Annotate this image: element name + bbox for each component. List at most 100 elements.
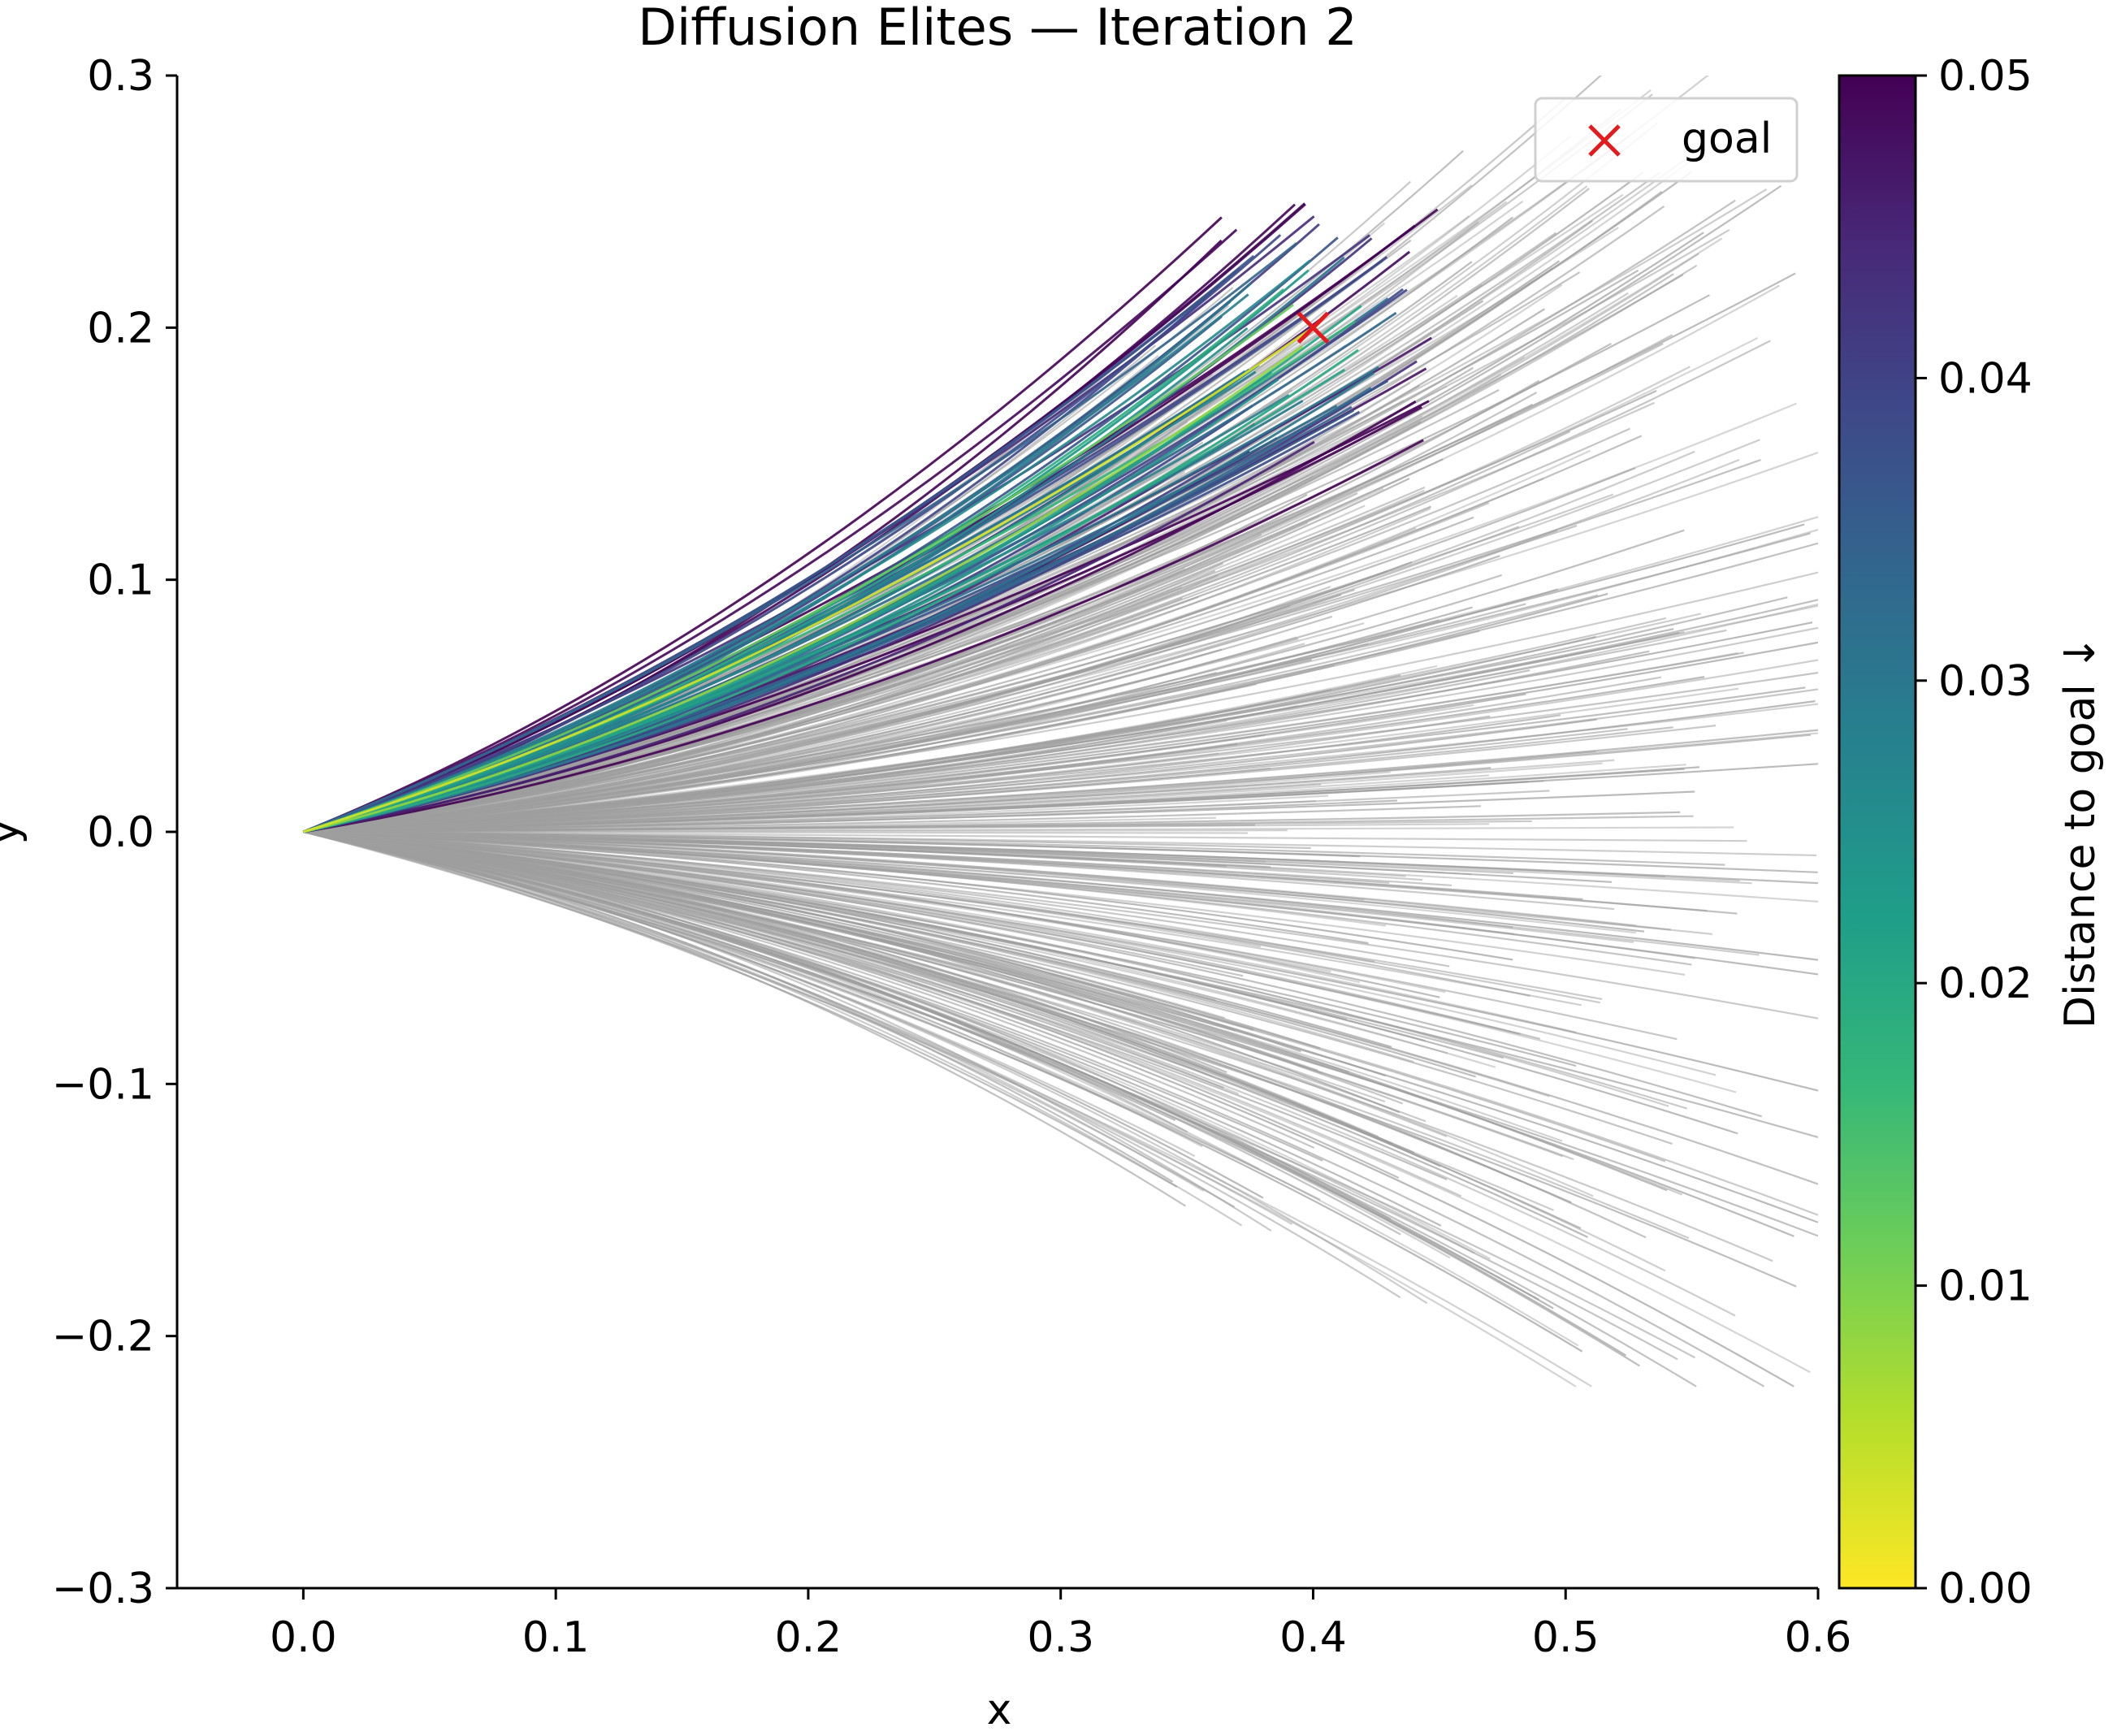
plot-area [302,76,1818,1388]
colorbar-tick-label: 0.00 [1938,1565,2033,1613]
legend-goal-marker [1588,124,1621,157]
y-tick-label: −0.1 [52,1060,154,1109]
legend: goal [1534,97,1799,183]
background-trajectory [303,830,1451,1259]
legend-goal-label: goal [1682,115,1772,163]
goal-marker [1297,311,1330,344]
background-trajectory [303,830,1249,834]
colorbar-ticks: 0.00 0.01 0.02 0.03 0.04 0.05 [1916,52,2033,1613]
background-trajectory [303,830,1390,884]
elite-trajectory [302,322,1320,833]
elite-trajectory [302,234,1282,833]
background-trajectory [303,830,1301,1053]
colorbar-gradient [1838,74,1917,1590]
colorbar-label: Distance to goal ↓ [2056,635,2105,1028]
background-trajectory [303,714,1561,833]
background-trajectory [303,284,1563,833]
background-trajectory [303,574,1503,833]
colorbar-tick-label: 0.03 [1938,657,2033,706]
elite-trajectory [303,440,1315,833]
background-trajectory [303,830,1442,1227]
background-trajectory [303,830,1708,912]
y-tick-label: −0.2 [52,1313,154,1362]
background-trajectory [303,830,1243,1227]
background-trajectory [303,763,1818,833]
elite-trajectory [302,293,1249,833]
background-trajectory [303,629,1727,833]
background-trajectory [303,830,1475,1254]
legend-goal-x-stroke-b [1588,124,1621,157]
background-trajectory [303,811,1681,833]
elite-trajectory [302,303,1294,833]
y-tick-label: −0.3 [52,1565,154,1613]
background-trajectory [303,742,1238,833]
x-tick-label: 0.4 [1279,1613,1347,1662]
background-trajectory [303,830,1205,1192]
background-trajectory [303,830,1521,1035]
y-axis-label: y [0,820,28,845]
background-trajectory [303,830,1577,1033]
background-trajectory [303,830,1414,1063]
goal-x-stroke-b [1297,311,1330,344]
background-trajectory [303,830,1472,876]
background-trajectory [303,449,1591,833]
background-trajectory [303,389,1657,833]
y-tick-label: 0.3 [87,52,154,101]
background-trajectory [303,830,1712,935]
background-trajectory [303,830,1686,976]
background-trajectory [303,669,1530,833]
background-trajectory [303,676,1662,833]
background-trajectory [303,595,1199,833]
background-trajectory [303,790,1550,833]
x-tick-label: 0.6 [1785,1613,1852,1662]
background-trajectory [303,830,1541,1040]
background-trajectory [303,830,1577,1388]
background-trajectory [303,830,1636,927]
elite-trajectory [302,259,1311,833]
background-trajectory [303,830,1176,1121]
legend-box [1534,97,1799,183]
background-trajectory [303,830,1818,873]
elite-trajectory [303,348,1359,833]
elite-trajectory [303,439,1424,833]
colorbar-tick-label: 0.02 [1938,959,2033,1008]
y-ticks: −0.3 −0.2 −0.1 0.0 0.1 0.2 0.3 [52,52,177,1613]
background-trajectory [303,830,1375,963]
background-trajectory [303,780,1544,833]
colorbar: 0.00 0.01 0.02 0.03 0.04 0.05 Distance to goa… [1838,52,2105,1613]
axes: 0.0 0.1 0.2 0.3 0.4 0.5 0.6 −0.3 −0.2 −0.1 0.0 0.1… [52,52,1852,1662]
background-trajectory [303,703,1474,833]
background-trajectories [303,76,1818,1388]
background-trajectory [303,643,1305,833]
x-tick-label: 0.5 [1532,1613,1600,1662]
background-trajectory [303,830,1690,1240]
elite-trajectory [302,288,1285,833]
y-tick-label: 0.0 [87,808,154,857]
background-trajectory [303,830,1818,976]
elite-trajectories [302,202,1439,833]
x-tick-label: 0.2 [775,1613,842,1662]
x-ticks: 0.0 0.1 0.2 0.3 0.4 0.5 0.6 [270,1588,1851,1662]
background-trajectory [303,505,1431,833]
background-trajectory [303,734,1812,833]
chart-title: Diffusion Elites — Iteration 2 [638,0,1357,57]
background-trajectory [303,830,1582,1230]
background-trajectory [303,830,1797,1288]
background-trajectory [303,594,1342,833]
background-trajectory [303,830,1794,1388]
background-trajectory [303,830,1637,934]
elite-trajectory [302,269,1310,833]
elite-trajectory [302,242,1298,833]
background-trajectory [303,725,1717,833]
background-trajectory [303,830,1440,998]
background-trajectory [303,764,1686,833]
x-tick-label: 0.1 [522,1613,590,1662]
background-trajectory [303,767,1491,833]
x-tick-label: 0.3 [1027,1613,1094,1662]
colorbar-tick-label: 0.01 [1938,1262,2033,1311]
background-trajectory [303,830,1671,931]
background-trajectory [303,826,1734,833]
background-trajectory [303,830,1683,1196]
elite-trajectory [303,371,1375,833]
